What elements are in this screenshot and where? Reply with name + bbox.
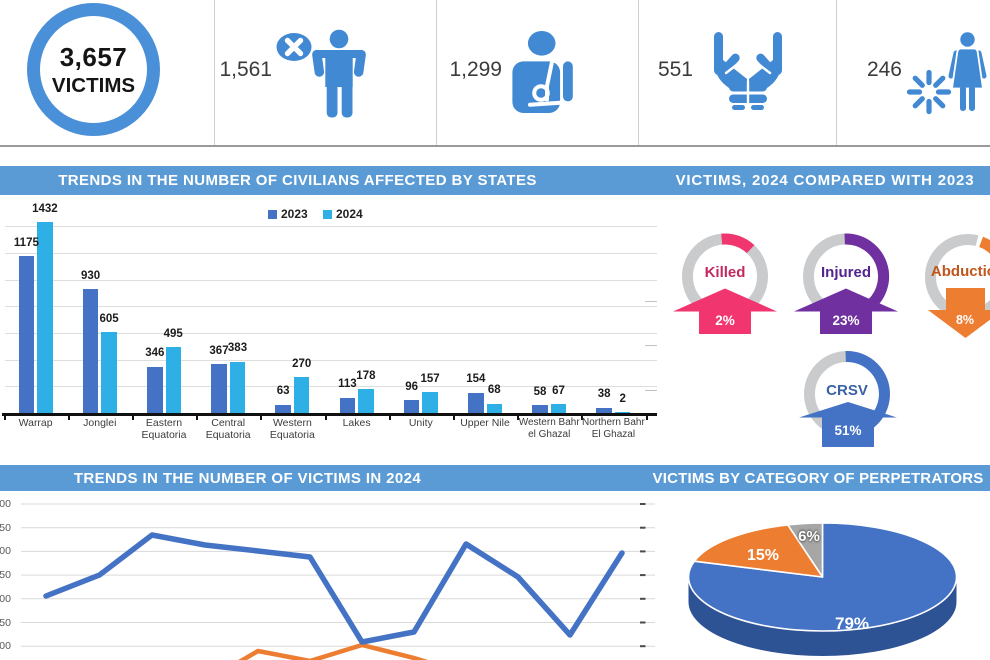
svg-text:8%: 8% (956, 313, 974, 327)
svg-text:2%: 2% (715, 313, 735, 328)
svg-text:51%: 51% (834, 423, 861, 438)
svg-text:CRSV: CRSV (826, 382, 868, 399)
svg-text:Killed: Killed (705, 264, 746, 281)
svg-text:23%: 23% (832, 313, 859, 328)
svg-text:Injured: Injured (821, 264, 871, 281)
svg-text:79%: 79% (835, 614, 869, 633)
svg-text:6%: 6% (798, 528, 820, 545)
svg-text:Abduction: Abduction (931, 263, 990, 280)
svg-text:15%: 15% (747, 547, 779, 564)
